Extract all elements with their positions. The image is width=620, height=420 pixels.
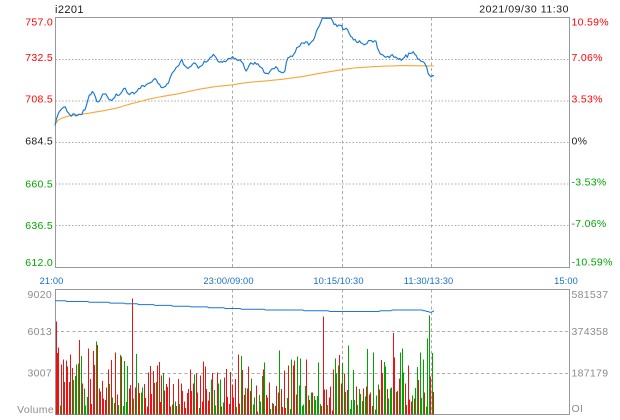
svg-text:-3.53%: -3.53% xyxy=(572,177,607,189)
svg-text:660.5: 660.5 xyxy=(25,179,53,191)
svg-text:7.06%: 7.06% xyxy=(572,52,603,64)
svg-text:10:15/10:30: 10:15/10:30 xyxy=(313,276,363,286)
svg-text:9020: 9020 xyxy=(27,289,52,301)
svg-text:Volume: Volume xyxy=(17,404,54,416)
svg-text:3007: 3007 xyxy=(27,368,52,380)
svg-text:10.59%: 10.59% xyxy=(572,17,609,29)
svg-text:2021/09/30 11:30: 2021/09/30 11:30 xyxy=(479,4,569,16)
svg-text:732.5: 732.5 xyxy=(25,52,53,64)
svg-text:0%: 0% xyxy=(572,136,588,148)
svg-text:6013: 6013 xyxy=(27,326,52,338)
svg-text:11:30/13:30: 11:30/13:30 xyxy=(404,276,454,286)
svg-text:187179: 187179 xyxy=(572,368,609,380)
svg-text:708.5: 708.5 xyxy=(25,94,53,106)
svg-text:i2201: i2201 xyxy=(55,4,84,16)
svg-text:3.53%: 3.53% xyxy=(572,94,603,106)
svg-text:636.5: 636.5 xyxy=(25,220,53,232)
svg-text:OI: OI xyxy=(572,403,584,415)
svg-text:-7.06%: -7.06% xyxy=(572,218,607,230)
svg-text:581537: 581537 xyxy=(572,289,609,301)
svg-text:757.0: 757.0 xyxy=(25,17,53,29)
svg-text:612.0: 612.0 xyxy=(25,257,53,269)
svg-text:-10.59%: -10.59% xyxy=(572,257,613,269)
svg-text:23:00/09:00: 23:00/09:00 xyxy=(203,276,253,286)
svg-text:15:00: 15:00 xyxy=(554,276,578,286)
svg-text:684.5: 684.5 xyxy=(25,136,53,148)
svg-text:374358: 374358 xyxy=(572,326,609,338)
svg-text:21:00: 21:00 xyxy=(40,276,64,286)
